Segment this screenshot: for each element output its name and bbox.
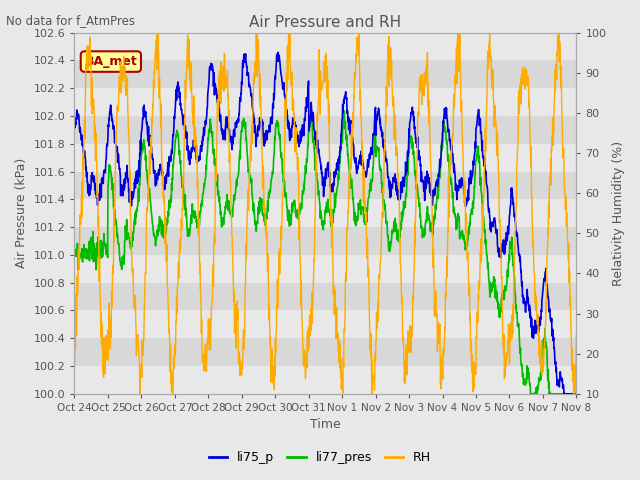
Bar bbox=[74, 311, 577, 338]
Text: BA_met: BA_met bbox=[84, 55, 137, 68]
Bar bbox=[74, 116, 577, 144]
Bar bbox=[74, 171, 577, 199]
Title: Air Pressure and RH: Air Pressure and RH bbox=[250, 15, 401, 30]
Bar bbox=[74, 338, 577, 366]
Bar bbox=[74, 88, 577, 116]
Bar bbox=[74, 283, 577, 311]
Bar bbox=[74, 60, 577, 88]
Bar bbox=[74, 33, 577, 60]
Bar bbox=[74, 199, 577, 227]
X-axis label: Time: Time bbox=[310, 419, 341, 432]
Bar bbox=[74, 144, 577, 171]
Bar bbox=[74, 227, 577, 255]
Bar bbox=[74, 366, 577, 394]
Text: No data for f_AtmPres: No data for f_AtmPres bbox=[6, 14, 136, 27]
Legend: li75_p, li77_pres, RH: li75_p, li77_pres, RH bbox=[204, 446, 436, 469]
Y-axis label: Relativity Humidity (%): Relativity Humidity (%) bbox=[612, 141, 625, 286]
Bar bbox=[74, 255, 577, 283]
Y-axis label: Air Pressure (kPa): Air Pressure (kPa) bbox=[15, 158, 28, 268]
